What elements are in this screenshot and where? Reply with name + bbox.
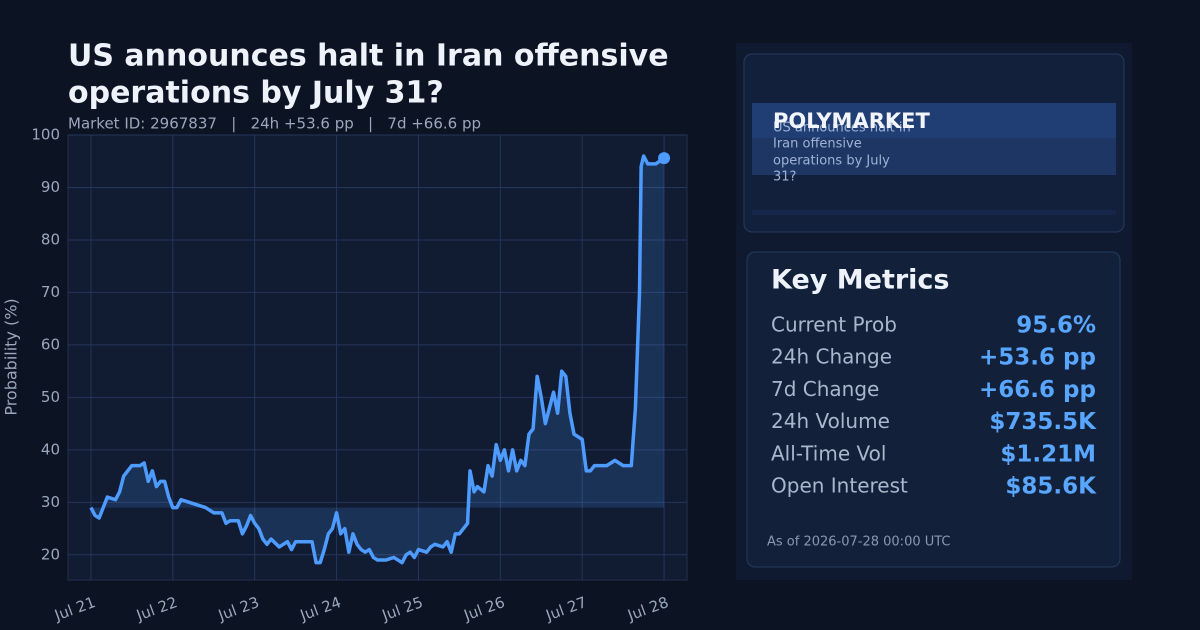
metric-label: 7d Change xyxy=(771,377,879,401)
metric-value: $85.6K xyxy=(1005,474,1097,500)
footnote: As of 2026-07-28 00:00 UTC xyxy=(767,535,951,550)
last-point xyxy=(658,152,671,165)
brand-band-top xyxy=(752,103,1116,138)
divider xyxy=(752,210,1116,215)
metric-value: 95.6% xyxy=(1016,313,1096,339)
y-tick-label: 80 xyxy=(41,230,60,248)
metric-value: +53.6 pp xyxy=(979,345,1096,371)
y-tick-label: 40 xyxy=(41,440,60,458)
metric-label: Open Interest xyxy=(771,474,908,498)
y-axis-label: Probability (%) xyxy=(2,298,21,415)
brand: POLYMARKET xyxy=(773,109,930,133)
y-tick-label: 60 xyxy=(41,335,60,353)
metric-value: $1.21M xyxy=(1000,441,1096,467)
chart-title: operations by July 31? xyxy=(68,76,444,111)
y-tick-label: 100 xyxy=(31,126,60,144)
metric-value: $735.5K xyxy=(989,409,1097,435)
metric-label: 24h Volume xyxy=(771,409,890,433)
metric-label: Current Prob xyxy=(771,313,897,337)
chart-title: US announces halt in Iran offensive xyxy=(68,39,669,74)
question-line: operations by July xyxy=(773,154,890,169)
y-tick-label: 90 xyxy=(41,178,60,196)
metrics-title: Key Metrics xyxy=(771,265,950,296)
question-line: US announces halt in xyxy=(773,121,911,136)
metric-value: +66.6 pp xyxy=(979,377,1096,403)
question-line: Iran offensive xyxy=(773,137,862,152)
metric-label: All-Time Vol xyxy=(771,441,886,465)
y-tick-label: 70 xyxy=(41,283,60,301)
subtitle: Market ID: 2967837 | 24h +53.6 pp | 7d +… xyxy=(68,115,481,133)
y-tick-label: 30 xyxy=(41,493,60,511)
line xyxy=(89,154,666,565)
metric-label: 24h Change xyxy=(771,345,892,369)
question-line: 31? xyxy=(773,170,796,185)
y-tick-label: 50 xyxy=(41,388,60,406)
metrics-card xyxy=(746,251,1121,568)
y-tick-label: 20 xyxy=(41,545,60,563)
